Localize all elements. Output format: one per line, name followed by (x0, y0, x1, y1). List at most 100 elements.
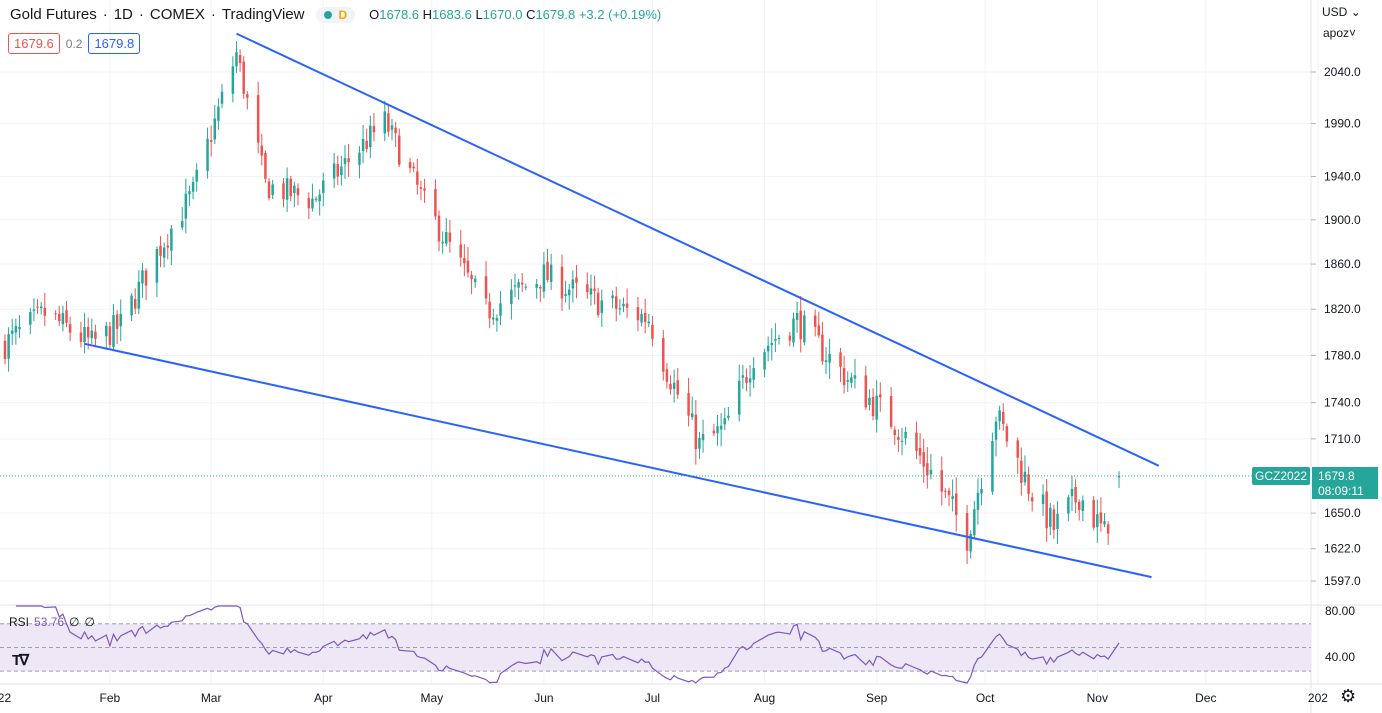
candle-body (1027, 474, 1030, 494)
candle-body (369, 125, 372, 148)
candle-body (813, 315, 817, 327)
candle-body (260, 145, 264, 156)
candle-body (441, 241, 444, 244)
candle-body (137, 281, 141, 309)
sell-price-button[interactable]: 1679.6 (8, 33, 60, 54)
candle-body (130, 295, 133, 316)
candle-body (976, 492, 980, 510)
candle-body (408, 162, 412, 168)
candle-body (445, 231, 448, 244)
candle-body (144, 270, 148, 286)
candle-body (842, 368, 846, 386)
rsi-pane[interactable] (0, 605, 1311, 684)
svg-text:08:09:11: 08:09:11 (1318, 484, 1364, 498)
candle-body (792, 318, 795, 343)
candle-body (991, 440, 994, 492)
candle-body (470, 274, 473, 280)
candle-body (365, 140, 368, 149)
candle-body (586, 284, 589, 293)
candle-body (412, 166, 415, 169)
candle-body (748, 378, 752, 383)
candle-body (926, 463, 929, 476)
rsi-label[interactable]: RSI (9, 615, 30, 629)
tradingview-logo-icon[interactable]: T∇ (12, 652, 29, 669)
rsi-line (15, 605, 1120, 684)
candle-body (1106, 524, 1110, 534)
candle-body (969, 533, 972, 552)
candle-body (358, 152, 361, 165)
candle-body (459, 244, 462, 258)
candle-body (687, 392, 690, 416)
candle-body (3, 340, 7, 359)
candle-body (1070, 489, 1074, 497)
time-axis-label: Dec (1195, 691, 1216, 705)
candle-body (549, 264, 553, 282)
chart-legend: Gold Futures · 1D · COMEX · TradingView … (10, 6, 661, 23)
candle-body (282, 183, 285, 200)
unit-selector[interactable]: apoz˅ (1323, 26, 1357, 40)
rsi-tick-40: 40.00 (1325, 650, 1355, 664)
candle-body (745, 377, 748, 383)
candle-body (206, 138, 209, 171)
candle-body (571, 279, 575, 289)
candle-body (669, 383, 672, 390)
market-open-icon (324, 10, 333, 19)
interval-label[interactable]: 1D (113, 6, 133, 23)
candle-body (14, 326, 18, 333)
candle-body (94, 331, 97, 339)
candle-body (651, 324, 654, 339)
candle-body (777, 337, 781, 339)
candle-body (770, 342, 774, 345)
candle-body (499, 303, 502, 316)
candle-body (347, 158, 350, 163)
candle-body (437, 215, 441, 242)
candle-body (448, 232, 452, 242)
candle-body (1049, 507, 1052, 527)
candle-body (1103, 521, 1106, 525)
candle-body (611, 295, 614, 299)
time-axis-label: Oct (976, 691, 995, 705)
candle-body (419, 187, 423, 189)
candle-body (314, 198, 318, 200)
time-axis-label: Aug (754, 691, 775, 705)
candle-body (723, 418, 727, 425)
candle-body (564, 293, 567, 296)
candle-body (18, 326, 21, 330)
market-status-badge[interactable]: D (316, 6, 356, 23)
candle-body (61, 313, 65, 325)
price-tick-label: 1820.0 (1324, 302, 1361, 316)
gear-icon[interactable]: ⚙ (1340, 686, 1357, 706)
candle-body (622, 303, 625, 307)
trendline-lower[interactable] (84, 342, 1152, 579)
candle-body (1023, 471, 1027, 483)
candle-body (672, 382, 676, 389)
symbol-title[interactable]: Gold Futures (10, 6, 97, 23)
trendline-group (84, 32, 1160, 579)
candle-body (897, 437, 900, 440)
candle-body (340, 166, 343, 176)
candle-body (394, 127, 397, 134)
price-tick-label: 1740.0 (1324, 396, 1361, 410)
candle-body (492, 317, 495, 320)
last-price-label: 1679.8 08:09:11 (1312, 467, 1378, 499)
separator: · (138, 6, 144, 23)
candle-body (383, 111, 387, 134)
trendline-upper[interactable] (236, 32, 1160, 467)
time-axis-label: Sep (866, 691, 888, 705)
source-label: TradingView (221, 6, 305, 23)
candle-body (1030, 497, 1034, 502)
candle-body (307, 198, 311, 209)
candle-body (293, 185, 296, 194)
buy-price-button[interactable]: 1679.8 (88, 33, 141, 54)
candle-body (322, 180, 325, 193)
candle-body (539, 287, 542, 289)
candle-body (361, 139, 365, 152)
currency-selector[interactable]: USD ⌄ (1322, 5, 1361, 19)
candle-body (542, 264, 546, 292)
candle-body (217, 106, 220, 121)
candle-body (788, 335, 792, 341)
rsi-extra-value: ∅ (69, 615, 80, 629)
candle-body (242, 61, 245, 94)
candle-body (289, 178, 292, 197)
